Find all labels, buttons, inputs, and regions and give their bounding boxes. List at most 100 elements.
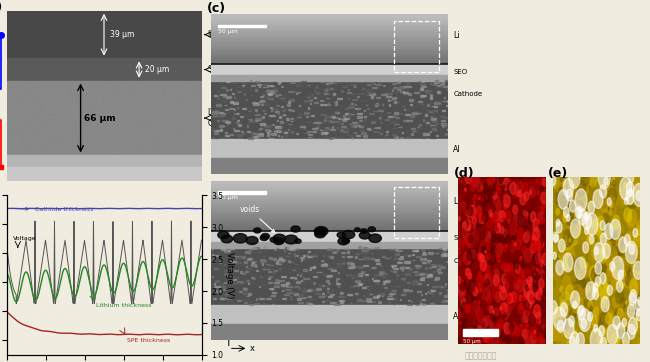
Point xyxy=(108,100,118,105)
Bar xyxy=(235,277,239,278)
Point xyxy=(20,93,31,99)
Point xyxy=(153,98,164,104)
Point xyxy=(170,79,180,84)
Bar xyxy=(322,266,328,268)
Circle shape xyxy=(601,231,608,244)
Point xyxy=(187,103,198,109)
Point xyxy=(170,97,180,103)
Bar xyxy=(281,106,283,107)
Point xyxy=(67,126,77,131)
Circle shape xyxy=(476,228,483,240)
Bar xyxy=(355,280,360,282)
Bar xyxy=(393,83,396,84)
Bar xyxy=(298,295,302,297)
Point xyxy=(101,79,112,85)
Point xyxy=(36,131,46,137)
Bar xyxy=(397,88,401,90)
Circle shape xyxy=(610,204,616,215)
Bar xyxy=(325,116,331,117)
Bar xyxy=(306,275,309,276)
Point xyxy=(170,105,181,111)
Circle shape xyxy=(626,230,634,247)
Point xyxy=(128,141,138,147)
Circle shape xyxy=(536,254,541,264)
Point xyxy=(27,111,37,117)
Point xyxy=(122,100,132,106)
Point xyxy=(12,116,23,122)
Circle shape xyxy=(538,334,543,344)
Point xyxy=(127,116,137,122)
Circle shape xyxy=(604,303,608,312)
Circle shape xyxy=(590,328,603,351)
Circle shape xyxy=(530,333,536,344)
Point xyxy=(48,151,58,157)
Point xyxy=(25,152,35,158)
Point xyxy=(31,98,41,104)
Point xyxy=(187,80,197,85)
Point xyxy=(164,112,174,118)
Circle shape xyxy=(540,202,541,206)
Point xyxy=(79,104,89,109)
Point xyxy=(149,148,159,154)
Point xyxy=(45,99,55,105)
Bar xyxy=(434,250,436,251)
Point xyxy=(101,87,111,93)
Circle shape xyxy=(527,276,529,280)
Circle shape xyxy=(481,245,486,253)
Point xyxy=(177,94,187,100)
Text: Cathode: Cathode xyxy=(453,258,482,264)
Circle shape xyxy=(533,275,540,289)
Point xyxy=(88,84,99,90)
Point xyxy=(30,135,40,141)
Text: Cathode thickness: Cathode thickness xyxy=(16,207,94,212)
Point xyxy=(144,145,154,151)
Bar xyxy=(361,271,364,273)
Point xyxy=(160,81,170,87)
Point xyxy=(183,139,193,144)
Point xyxy=(81,88,92,94)
Point xyxy=(182,137,192,143)
Point xyxy=(25,103,36,109)
Bar xyxy=(250,132,254,134)
Point xyxy=(194,129,204,135)
Bar xyxy=(434,82,439,83)
Point xyxy=(110,151,120,157)
Point xyxy=(110,110,120,115)
Point xyxy=(70,133,80,139)
Point xyxy=(22,92,32,98)
Circle shape xyxy=(585,222,594,240)
Bar xyxy=(344,128,348,129)
Bar xyxy=(220,129,222,130)
Point xyxy=(62,141,73,147)
Bar xyxy=(395,101,396,103)
Bar xyxy=(441,286,442,287)
Bar xyxy=(300,93,302,95)
Point xyxy=(27,91,38,97)
Circle shape xyxy=(561,188,567,201)
Point xyxy=(17,98,27,104)
Circle shape xyxy=(545,261,547,264)
Circle shape xyxy=(537,273,539,276)
Circle shape xyxy=(476,257,478,260)
Point xyxy=(16,124,26,130)
Circle shape xyxy=(514,327,519,336)
Point xyxy=(131,98,141,104)
Point xyxy=(165,151,176,156)
Point xyxy=(46,142,56,148)
Bar xyxy=(402,266,404,268)
Circle shape xyxy=(577,277,581,286)
Circle shape xyxy=(543,322,546,328)
Point xyxy=(51,151,61,157)
Bar xyxy=(226,106,231,107)
Bar xyxy=(350,84,355,85)
Circle shape xyxy=(458,195,462,203)
Point xyxy=(57,123,68,129)
Bar xyxy=(396,137,398,138)
Point xyxy=(169,141,179,147)
Circle shape xyxy=(619,224,623,233)
Point xyxy=(120,93,131,98)
Point xyxy=(122,88,133,94)
Bar xyxy=(424,293,426,294)
Point xyxy=(95,137,105,143)
Bar xyxy=(255,265,257,267)
